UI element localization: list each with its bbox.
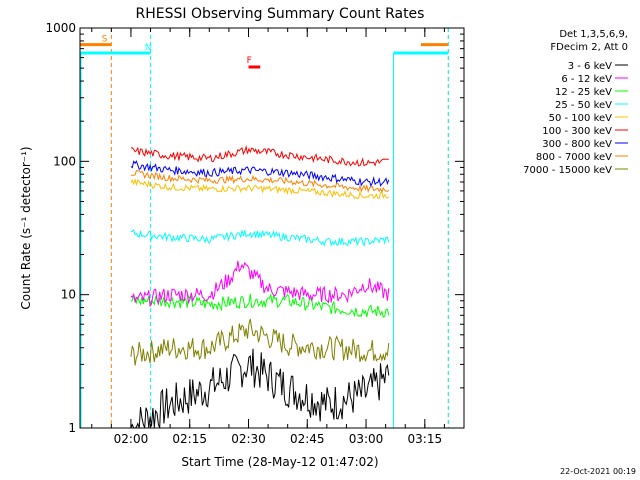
legend-header: Det 1,3,5,6,9, [559, 29, 628, 40]
plot-area: S N F [80, 28, 449, 429]
legend-entry-label: 800 - 7000 keV [536, 152, 612, 163]
annotation-n: N [145, 43, 152, 53]
series-line-100-300-kev [130, 144, 389, 167]
annotation-f: F [247, 56, 252, 66]
legend-entry-label: 3 - 6 keV [568, 61, 612, 72]
plot-frame [79, 27, 465, 429]
legend-entry-label: 50 - 100 keV [549, 113, 613, 124]
legend: Det 1,3,5,6,9, FDecim 2, Att 0 3 - 6 keV 6 … [523, 29, 628, 176]
x-tick-label: 02:30 [231, 432, 266, 446]
legend-header: FDecim 2, Att 0 [550, 42, 628, 53]
x-tick-label: 03:00 [349, 432, 384, 446]
annotation-s: S [102, 35, 108, 45]
legend-entry-label: 25 - 50 keV [555, 100, 612, 111]
footer-timestamp: 22-Oct-2021 00:19 [560, 467, 636, 476]
x-tick-label: 02:00 [114, 432, 149, 446]
series-line-300-800-kev [130, 160, 390, 188]
y-axis-label: Count Rate (s⁻¹ detector⁻¹) [19, 146, 33, 309]
y-tick-label: 1 [68, 421, 76, 435]
legend-entry-label: 7000 - 15000 keV [523, 165, 612, 176]
legend-entry-label: 6 - 12 keV [561, 74, 612, 85]
x-tick-label: 03:15 [408, 432, 443, 446]
x-axis: 02:00 02:15 02:30 02:45 03:00 03:15 [91, 28, 465, 446]
series-line-7000-15000-kev [130, 318, 390, 366]
series-line-25-50-kev [130, 229, 390, 248]
x-tick-label: 02:15 [172, 432, 207, 446]
series-line-3-6-kev [130, 348, 390, 429]
series-line-12-25-kev [130, 292, 390, 318]
y-tick-label: 100 [53, 154, 76, 168]
legend-entry-label: 12 - 25 keV [555, 87, 612, 98]
series-line-6-12-kev [130, 260, 390, 307]
x-axis-label: Start Time (28-May-12 01:47:02) [181, 455, 378, 469]
x-tick-label: 02:45 [290, 432, 325, 446]
series-line-800-7000-kev [130, 170, 390, 194]
y-axis: 1 10 100 1000 [45, 21, 464, 435]
chart-title: RHESSI Observing Summary Count Rates [136, 6, 425, 22]
y-tick-label: 1000 [45, 21, 76, 35]
y-tick-label: 10 [61, 288, 76, 302]
legend-entry-label: 100 - 300 keV [542, 126, 612, 137]
series-line-50-100-kev [130, 178, 390, 200]
legend-entry-label: 300 - 800 keV [542, 139, 612, 150]
